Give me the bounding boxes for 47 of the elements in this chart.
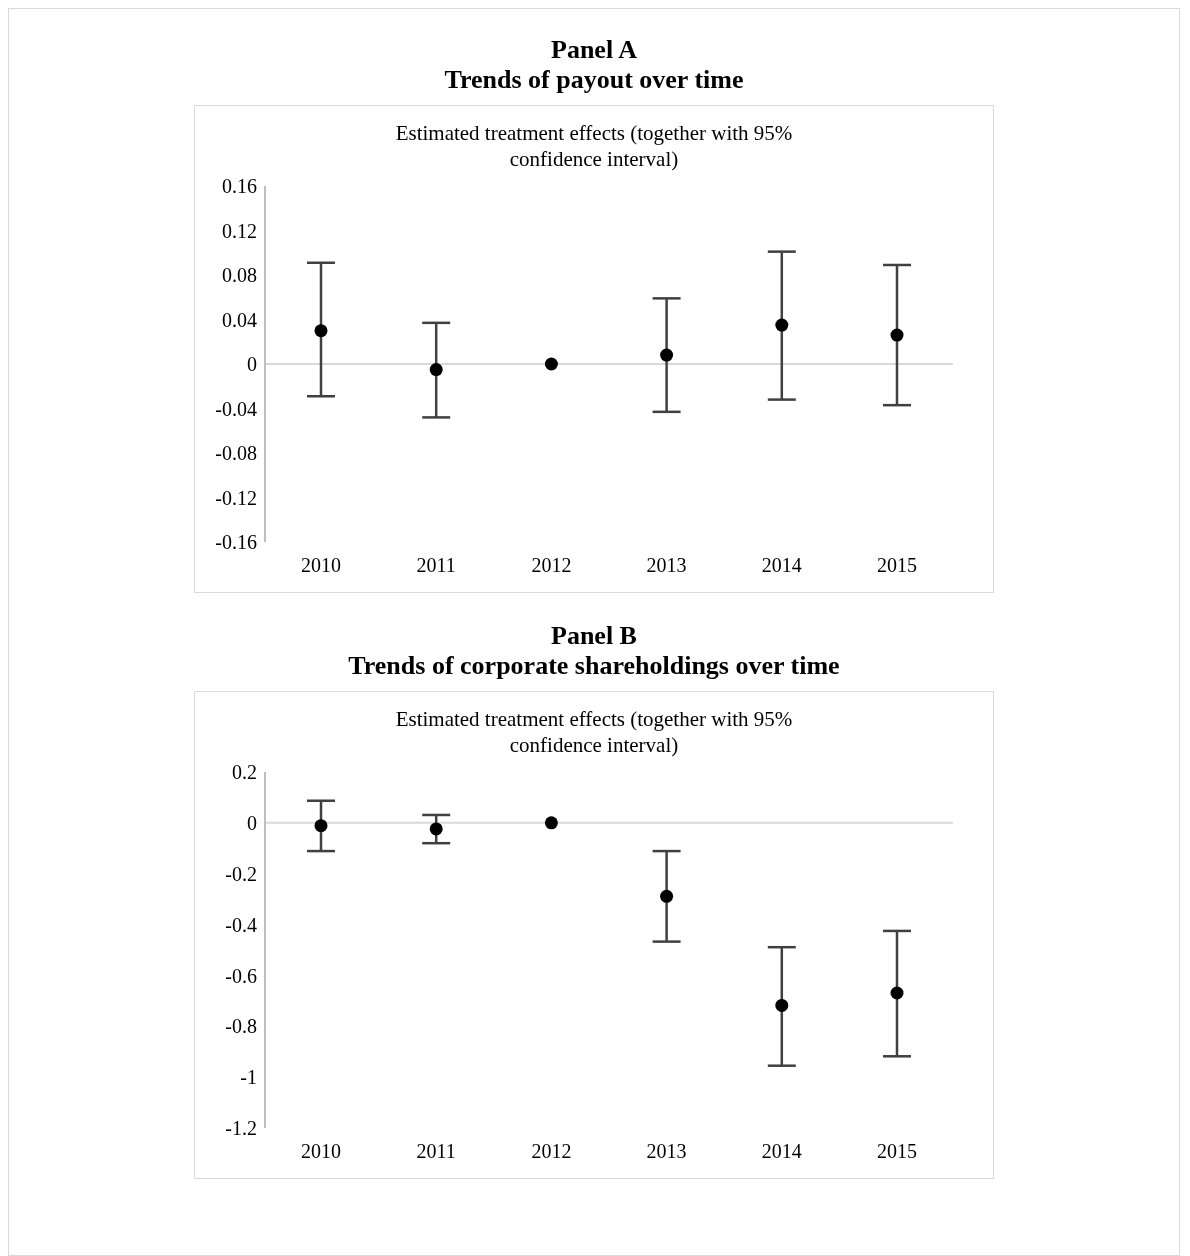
x-tick-label: 2013 (646, 554, 687, 577)
x-tick-label: 2011 (416, 554, 456, 577)
y-tick-label: 0 (247, 811, 257, 834)
chart-title: Panel A (550, 35, 638, 65)
y-tick-label: -0.6 (225, 964, 257, 987)
chart-subtitle: Trends of corporate shareholdings over time (347, 651, 841, 681)
x-tick-label: 2015 (877, 554, 917, 577)
y-tick-label: -0.16 (215, 531, 257, 554)
x-tick-label: 2010 (301, 554, 341, 577)
point (660, 348, 674, 362)
x-tick-label: 2010 (301, 1140, 341, 1163)
y-tick-label: 0.2 (232, 761, 257, 784)
y-tick-label: 0.08 (222, 264, 257, 287)
x-tick-label: 2012 (531, 1140, 572, 1163)
y-tick-label: -0.04 (215, 397, 257, 420)
y-tick-label: 0.12 (222, 219, 257, 242)
x-tick-label: 2012 (531, 554, 572, 577)
point (429, 363, 443, 377)
y-tick-label: 0.04 (222, 308, 257, 331)
chart-title: Panel B (550, 621, 638, 651)
point (429, 822, 443, 836)
y-tick-label: 0.16 (222, 175, 257, 198)
y-tick-label: 0 (247, 353, 257, 376)
y-tick-label: -0.4 (225, 913, 257, 936)
x-tick-label: 2014 (761, 554, 802, 577)
y-tick-label: -0.2 (225, 862, 257, 885)
x-tick-label: 2014 (761, 1140, 802, 1163)
text: Estimated treatment effects (together with 95% confidence interval) (394, 120, 794, 172)
point (890, 328, 904, 342)
y-tick-label: -1.2 (225, 1117, 257, 1140)
point (544, 357, 558, 371)
point (660, 889, 674, 903)
x-tick-label: 2013 (646, 1140, 687, 1163)
text: Estimated treatment effects (together with 95% confidence interval) (394, 706, 794, 758)
y-tick-label: -0.8 (225, 1015, 257, 1038)
chart-subtitle: Trends of payout over time (443, 65, 745, 95)
y-tick-label: -1 (240, 1066, 257, 1089)
point (775, 318, 789, 332)
x-tick-label: 2011 (416, 1140, 456, 1163)
point (314, 819, 328, 833)
y-tick-label: -0.08 (215, 442, 257, 465)
x-tick-label: 2015 (877, 1140, 917, 1163)
point (314, 324, 328, 338)
point (890, 986, 904, 1000)
point (775, 998, 789, 1012)
y-tick-label: -0.12 (215, 486, 257, 509)
point (544, 816, 558, 830)
